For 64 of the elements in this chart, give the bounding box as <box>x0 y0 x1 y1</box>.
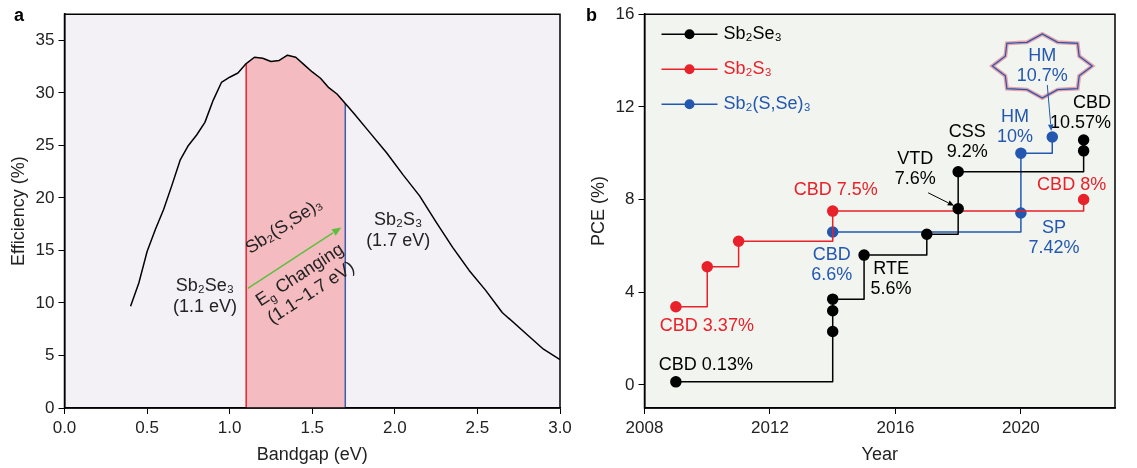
point <box>826 304 839 317</box>
point <box>1046 131 1059 143</box>
point <box>1077 134 1090 146</box>
y-tick-label: 0 <box>625 374 635 394</box>
point <box>826 325 839 338</box>
y-tick-label: 35 <box>35 30 55 50</box>
y-tick-label: 0 <box>45 397 55 417</box>
annotation: RTE 5.6% <box>870 258 912 299</box>
annotation: VTD 7.6% <box>894 147 936 188</box>
annotation: CBD 7.5% <box>793 179 878 200</box>
y-tick-label: 15 <box>35 240 55 260</box>
chart-title: b <box>586 5 597 26</box>
y-tick-label: 20 <box>35 187 55 207</box>
x-tick-label: 0.5 <box>135 417 159 437</box>
y-axis-title: PCE (%) <box>587 176 608 247</box>
x-tick-label: 1.0 <box>217 417 242 437</box>
point <box>858 249 870 261</box>
annotation: CSS 9.2% <box>946 120 988 161</box>
annotation: CBD 6.6% <box>811 243 853 284</box>
annotation: SP 7.42% <box>1028 216 1080 257</box>
annotation: Sb₂S₃ (1.7 eV) <box>366 209 431 250</box>
point <box>732 235 745 247</box>
point <box>701 260 713 273</box>
annotation: HM 10.7% <box>1016 44 1068 85</box>
chart-title: a <box>14 5 25 26</box>
y-tick-label: 5 <box>45 345 55 365</box>
x-tick-label: 0.0 <box>52 417 77 437</box>
y-tick-label: 25 <box>35 135 55 155</box>
annotation: CBD 8% <box>1037 174 1107 195</box>
x-tick-label: 3.0 <box>548 417 572 437</box>
x-tick-label: 2012 <box>751 417 789 437</box>
annotation: CBD 10.57% <box>1049 91 1112 132</box>
annotation: CBD 3.37% <box>659 314 754 335</box>
x-tick-label: 2016 <box>876 417 915 437</box>
point <box>826 293 839 305</box>
x-axis-title: Bandgap (eV) <box>256 444 368 465</box>
x-tick-label: 2020 <box>1001 417 1040 437</box>
point <box>952 165 964 178</box>
x-tick-label: 2.0 <box>383 417 407 437</box>
x-tick-label: 1.5 <box>300 417 325 437</box>
point <box>952 203 964 215</box>
x-tick-label: 2.5 <box>465 417 490 437</box>
legend-label: Sb₂S₃ <box>723 58 772 79</box>
y-tick-label: 16 <box>615 3 635 23</box>
point <box>1077 145 1090 157</box>
y-tick-label: 10 <box>35 292 55 312</box>
point <box>1015 147 1027 159</box>
y-tick-label: 8 <box>625 189 635 209</box>
annotation: HM 10% <box>996 106 1033 147</box>
y-tick-label: 30 <box>35 82 55 102</box>
x-tick-label: 2008 <box>625 417 664 437</box>
annotation: CBD 0.13% <box>658 353 753 374</box>
annotation: Sb₂Se₃ (1.1 eV) <box>172 275 237 317</box>
point <box>1077 193 1090 206</box>
point <box>670 376 682 388</box>
y-tick-label: 4 <box>625 281 635 301</box>
point <box>826 205 839 217</box>
y-axis-title: Efficiency (%) <box>7 156 28 266</box>
legend-label: Sb₂Se₃ <box>723 23 782 44</box>
point <box>670 301 682 313</box>
legend-label: Sb₂(S,Se)₃ <box>723 93 811 114</box>
point <box>921 228 933 241</box>
y-tick-label: 12 <box>615 96 635 116</box>
x-axis-title: Year <box>861 444 898 465</box>
